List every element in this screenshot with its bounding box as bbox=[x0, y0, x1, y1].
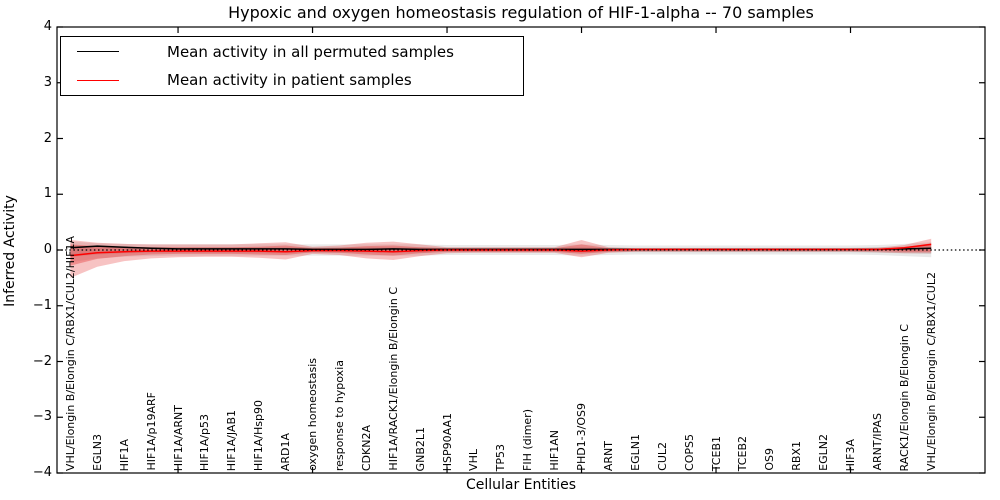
entity-label: HSP90AA1 bbox=[440, 412, 454, 471]
entity-label: RACK1/Elongin B/Elongin C bbox=[897, 323, 911, 472]
entity-label: oxygen homeostasis bbox=[306, 358, 320, 471]
y-tick-label: −1 bbox=[32, 297, 52, 313]
entity-label: HIF1A/p19ARF bbox=[144, 392, 158, 471]
entity-label: COPS5 bbox=[682, 434, 696, 471]
entity-label: EGLN1 bbox=[628, 434, 642, 471]
entity-label: HIF1AN bbox=[548, 430, 562, 471]
y-tick-label: 2 bbox=[43, 130, 52, 146]
entity-label: VHL bbox=[467, 449, 481, 471]
y-tick-label: −2 bbox=[32, 353, 52, 369]
entity-label: TCEB1 bbox=[709, 435, 723, 471]
entity-label: HIF1A/p53 bbox=[198, 413, 212, 471]
legend: Mean activity in all permuted samples Me… bbox=[60, 36, 524, 96]
entity-label: ARNT bbox=[601, 440, 615, 471]
entity-label: CUL2 bbox=[655, 442, 669, 471]
patient-outer-band bbox=[70, 238, 932, 278]
entity-label: EGLN3 bbox=[90, 434, 104, 471]
permuted-outer-band bbox=[70, 241, 932, 263]
y-tick-label: 0 bbox=[43, 242, 52, 258]
entity-label: HIF1A bbox=[117, 438, 131, 471]
entity-label: HIF1A/Hsp90 bbox=[252, 399, 266, 471]
entity-label: VHL/Elongin B/Elongin C/RBX1/CUL2 bbox=[924, 272, 938, 471]
entity-label: EGLN2 bbox=[817, 434, 831, 471]
y-tick-label: 4 bbox=[43, 19, 52, 35]
legend-label: Mean activity in patient samples bbox=[167, 71, 412, 90]
entity-label: HIF1A/ARNT bbox=[171, 404, 185, 471]
entity-label: GNB2L1 bbox=[413, 426, 427, 471]
patient-line-swatch bbox=[77, 79, 119, 81]
entity-label: ARD1A bbox=[279, 432, 293, 471]
entity-label: HIF1A/RACK1/Elongin B/Elongin C bbox=[386, 287, 400, 471]
y-tick-label: 3 bbox=[43, 74, 52, 90]
y-tick-label: −4 bbox=[32, 465, 52, 481]
entity-label: CDKN2A bbox=[359, 424, 373, 471]
entity-label: response to hypoxia bbox=[332, 359, 346, 471]
entity-label: OS9 bbox=[763, 448, 777, 471]
legend-item-permuted: Mean activity in all permuted samples bbox=[61, 38, 523, 66]
y-tick-label: 1 bbox=[43, 186, 52, 202]
legend-item-patient: Mean activity in patient samples bbox=[61, 66, 523, 94]
entity-label: PHD1-3/OS9 bbox=[575, 403, 589, 471]
entity-label: ARNT/IPAS bbox=[870, 413, 884, 471]
entity-label: HIF1A/JAB1 bbox=[225, 409, 239, 471]
entity-label: RBX1 bbox=[790, 441, 804, 471]
legend-label: Mean activity in all permuted samples bbox=[167, 42, 454, 61]
entity-label: TCEB2 bbox=[736, 435, 750, 471]
entity-label: HIF3A bbox=[844, 438, 857, 471]
entity-label: FIH (dimer) bbox=[521, 409, 535, 471]
chart-title: Hypoxic and oxygen homeostasis regulatio… bbox=[228, 3, 814, 22]
y-tick-label: −3 bbox=[32, 409, 52, 425]
entity-label: TP53 bbox=[494, 443, 508, 471]
permuted-line-swatch bbox=[77, 51, 119, 53]
entity-label: VHL/Elongin B/Elongin C/RBX1/CUL2/HIF1A bbox=[63, 235, 77, 471]
x-axis-label: Cellular Entities bbox=[465, 477, 577, 493]
